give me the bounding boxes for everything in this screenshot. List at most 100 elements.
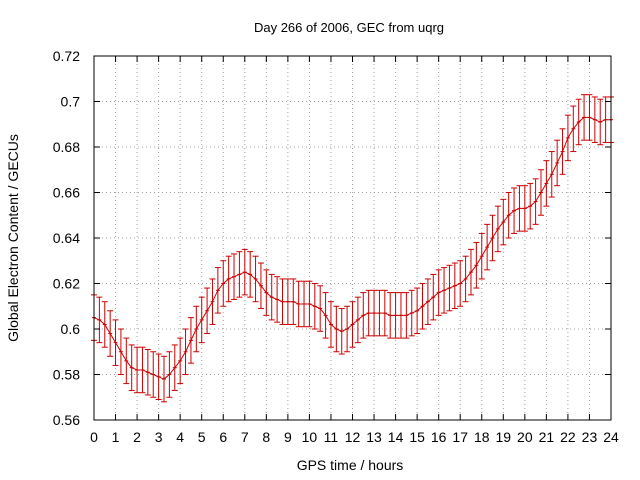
x-tick-label: 5 [198,429,206,445]
error-bar [478,232,485,280]
error-bar [161,355,168,403]
error-bar [597,98,604,146]
error-bar [554,139,561,187]
grid-layer [94,56,611,420]
x-tick-label: 2 [133,429,141,445]
y-tick-label: 0.62 [53,276,80,292]
error-bar [414,287,421,335]
error-bar [397,292,404,339]
error-bar [500,198,507,246]
error-bar [150,351,157,398]
error-bar [279,278,286,325]
error-bar [430,273,437,321]
error-bar [467,248,474,296]
y-axis-label: Global Electron Content / GECUs [5,134,21,342]
error-bar [182,328,189,375]
error-bar [451,262,458,310]
tick-layer: 0 1 2 3 4 5 6 7 8 9 10 11 12 13 14 15 16 17 18 19 20 21 22 23 24… [53,48,619,445]
error-bar [263,269,270,316]
error-bar [306,280,313,328]
error-bar [327,301,334,348]
error-bar [284,278,291,325]
error-bar [457,260,464,307]
error-bar [236,251,243,298]
y-tick-label: 0.64 [53,230,80,246]
error-bar [435,269,442,316]
error-bar [494,205,501,253]
error-bar [376,289,383,337]
error-bar [241,248,248,296]
error-bar [349,301,356,348]
error-bar [505,192,512,239]
chart-title: Day 266 of 2006, GEC from uqrg [254,20,444,35]
x-tick-label: 8 [262,429,270,445]
error-bar [128,344,135,391]
error-bar [139,346,146,394]
y-tick-label: 0.66 [53,185,80,201]
x-tick-label: 6 [219,429,227,445]
error-bar [537,169,544,216]
error-bar [134,346,141,394]
x-tick-label: 22 [560,429,576,445]
x-tick-label: 15 [409,429,425,445]
error-bar [112,319,119,366]
error-bar [274,276,281,323]
error-bar [392,292,399,339]
error-bar [446,264,453,312]
error-bar [317,285,324,332]
error-bar [257,262,264,310]
x-tick-label: 4 [176,429,184,445]
x-tick-label: 11 [324,429,339,445]
y-tick-label: 0.58 [53,367,80,383]
error-bar [521,185,528,232]
error-bar [333,305,340,353]
error-bar [193,305,200,353]
x-tick-label: 19 [496,429,512,445]
error-bar [204,287,211,335]
error-bar [441,267,448,314]
y-tick-label: 0.56 [53,412,80,428]
series-layer [91,94,614,403]
error-bar [198,296,205,344]
x-tick-label: 14 [388,429,404,445]
error-bar [123,337,130,385]
error-bar [462,255,469,303]
error-bar [117,328,124,375]
x-tick-label: 23 [582,429,598,445]
error-bar [570,105,577,153]
error-bar [96,296,103,344]
error-bar [252,255,259,303]
x-axis-label: GPS time / hours [297,457,404,473]
x-tick-label: 7 [241,429,249,445]
error-bar [144,348,151,396]
error-bar [268,273,275,321]
error-bar [295,280,302,328]
error-bar [225,255,232,303]
x-tick-label: 1 [112,429,120,445]
error-bar [171,344,178,391]
y-tick-label: 0.6 [61,321,81,337]
error-bar [187,317,194,364]
error-bar [214,267,221,314]
error-bar [247,251,254,298]
x-tick-label: 3 [155,429,163,445]
error-bar [511,187,518,234]
error-bar [209,278,216,325]
error-bar [489,214,496,262]
x-tick-label: 13 [366,429,382,445]
error-bar [602,96,609,143]
error-bar [473,242,480,289]
error-bar [387,292,394,339]
x-tick-label: 10 [302,429,318,445]
x-tick-label: 9 [284,429,292,445]
y-tick-label: 0.72 [53,48,80,64]
error-bar [548,151,555,198]
error-bar [107,310,114,357]
error-bar [220,260,227,307]
error-bar [177,337,184,385]
error-bar [419,283,426,330]
error-bar [403,292,410,339]
error-bar [166,351,173,398]
